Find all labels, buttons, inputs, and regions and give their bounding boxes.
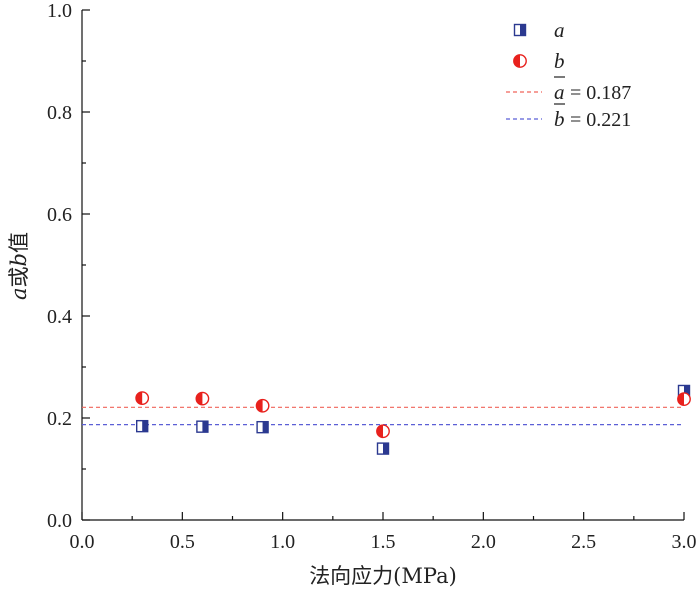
y-tick-label: 0.2 [47, 408, 72, 430]
square-fill [202, 421, 208, 433]
y-axis-title-a: a [7, 287, 31, 300]
y-tick-label: 0.8 [47, 102, 72, 124]
y-tick-label: 0.6 [47, 204, 72, 226]
data-points [135, 384, 691, 455]
point-a [135, 419, 149, 433]
point-b [195, 391, 210, 406]
point-b [677, 392, 691, 407]
point-a [196, 420, 209, 433]
legend-symbol-a: a [554, 18, 565, 42]
square-fill [684, 385, 690, 397]
square-fill [520, 24, 526, 36]
x-tick-label: 0.0 [70, 531, 95, 553]
point-b [135, 391, 150, 406]
circle-fill [196, 392, 203, 405]
x-tick-label: 0.5 [170, 531, 195, 553]
x-tick-label: 1.0 [270, 531, 295, 553]
y-tick-label: 0.0 [47, 510, 72, 532]
y-tick-label: 1.0 [47, 0, 72, 22]
y-tick-label: 0.4 [47, 306, 72, 328]
ticks: 0.0 0.5 1.0 1.5 2.0 2.5 3.0 0.0 0.2 0.4 0.6 0.8 1.0 [47, 0, 697, 553]
x-tick-label: 1.5 [371, 531, 396, 553]
y-axis-title: a或b值 [7, 232, 31, 300]
circle-fill [136, 391, 143, 405]
y-axis-title-b: b [7, 253, 31, 266]
legend-marker-b [513, 54, 527, 68]
x-tick-label: 2.0 [471, 531, 496, 553]
y-axis-title-group: a或b值 [7, 232, 31, 300]
y-axis-title-or: 或 [7, 266, 31, 287]
point-b [255, 398, 270, 413]
legend-symbol-b: b [554, 107, 565, 131]
x-tick-label: 3.0 [672, 531, 697, 553]
x-tick-label: 2.5 [571, 531, 596, 553]
y-axis-title-value: 值 [7, 232, 31, 253]
x-axis-title: 法向应力(MPa) [309, 564, 457, 588]
square-fill [262, 421, 269, 433]
legend-symbol-a: a [554, 80, 565, 104]
point-a [256, 420, 269, 434]
circle-fill [376, 425, 383, 438]
square-fill [383, 443, 389, 455]
circle-fill [677, 392, 684, 406]
legend-label-b: = 0.221 [570, 109, 631, 131]
point-a [376, 442, 390, 455]
legend-label-a: = 0.187 [570, 82, 631, 104]
legend-marker-a [513, 23, 527, 37]
reference-lines [82, 406, 684, 426]
point-b [376, 424, 390, 439]
legend-symbol-b: b [554, 49, 565, 73]
circle-fill [513, 54, 520, 68]
circle-fill [256, 399, 263, 412]
square-fill [142, 420, 148, 432]
